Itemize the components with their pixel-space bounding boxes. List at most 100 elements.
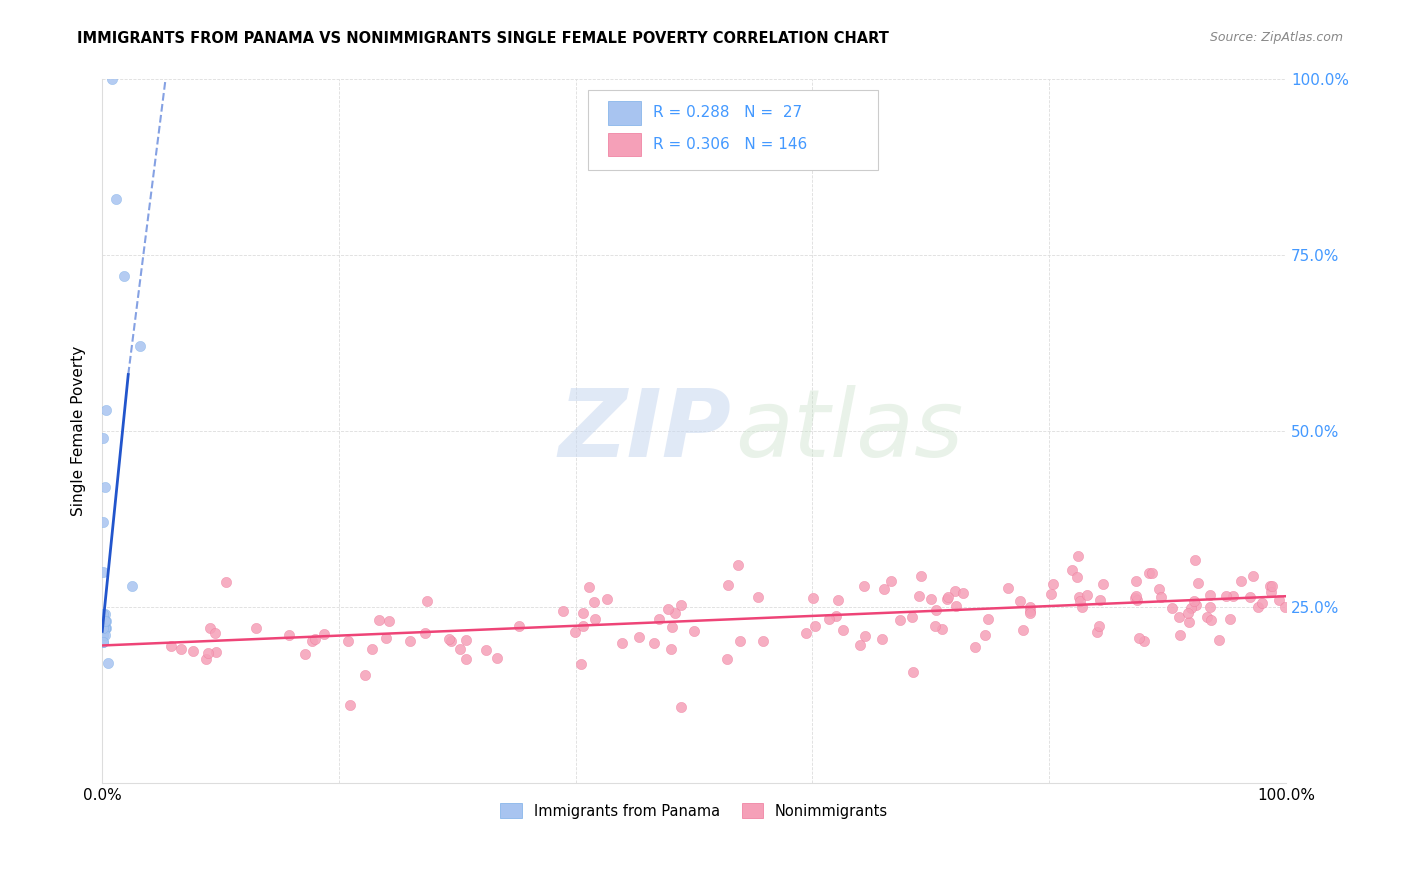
Point (1133, 634, 1156, 648)
Point (853, 629, 876, 643)
Point (277, 627, 299, 641)
Point (93, 621, 115, 635)
Point (664, 607, 686, 621)
Point (1071, 600, 1094, 615)
Point (1177, 607, 1199, 621)
Point (1260, 585, 1282, 599)
Point (1140, 566, 1163, 581)
Point (1274, 599, 1296, 614)
Point (952, 586, 974, 600)
Point (121, 579, 143, 593)
Point (337, 634, 360, 648)
Point (831, 623, 853, 637)
Point (827, 593, 849, 607)
Point (1184, 553, 1206, 567)
Point (1125, 590, 1147, 604)
Point (1060, 564, 1083, 578)
Point (1222, 589, 1244, 603)
FancyBboxPatch shape (607, 102, 641, 125)
Point (1137, 566, 1160, 580)
Point (93, 635, 115, 649)
Point (93, 607, 115, 621)
Point (1239, 591, 1261, 605)
Point (1008, 593, 1031, 607)
Point (1185, 598, 1208, 612)
Point (1180, 600, 1202, 615)
Point (1251, 596, 1274, 610)
Point (1128, 631, 1150, 645)
Point (752, 634, 775, 648)
Point (683, 624, 706, 639)
Point (628, 630, 651, 644)
Point (1150, 591, 1173, 605)
Point (1230, 574, 1253, 589)
Point (1198, 588, 1220, 602)
Text: R = 0.306   N = 146: R = 0.306 N = 146 (652, 137, 807, 152)
Point (361, 642, 384, 657)
Point (973, 628, 995, 642)
Point (97, 656, 120, 670)
Point (378, 614, 401, 628)
Point (657, 602, 679, 616)
FancyBboxPatch shape (588, 89, 877, 170)
Point (304, 632, 326, 647)
Point (375, 631, 398, 645)
Point (93, 480, 115, 494)
Point (456, 652, 478, 666)
Point (94, 402, 117, 417)
Point (1123, 591, 1146, 606)
FancyBboxPatch shape (607, 133, 641, 156)
Point (1076, 588, 1098, 602)
Text: R = 0.288   N =  27: R = 0.288 N = 27 (652, 105, 801, 120)
Point (204, 645, 226, 659)
Text: IMMIGRANTS FROM PANAMA VS NONIMMIGRANTS SINGLE FEMALE POVERTY CORRELATION CHART: IMMIGRANTS FROM PANAMA VS NONIMMIGRANTS … (77, 31, 889, 46)
Point (93, 607, 115, 621)
Point (889, 613, 911, 627)
Point (661, 620, 683, 634)
Point (301, 634, 323, 648)
Point (367, 613, 389, 627)
Point (1069, 593, 1091, 607)
Point (924, 619, 946, 633)
Point (1011, 623, 1033, 637)
Point (1167, 609, 1189, 624)
Point (200, 621, 222, 635)
Point (1090, 593, 1112, 607)
Point (1178, 615, 1201, 630)
Point (943, 584, 966, 599)
Point (93, 614, 115, 628)
Point (796, 625, 818, 640)
Point (910, 569, 932, 583)
Point (1208, 632, 1230, 647)
Point (901, 665, 924, 680)
Point (1195, 610, 1218, 624)
Point (204, 625, 226, 640)
Point (659, 642, 682, 657)
Point (1125, 574, 1147, 588)
Point (1092, 577, 1115, 591)
Point (1198, 600, 1220, 615)
Point (1067, 549, 1090, 563)
Point (1268, 593, 1291, 607)
Point (93, 565, 115, 579)
Point (824, 609, 846, 624)
Point (853, 579, 876, 593)
Point (1149, 582, 1171, 596)
Point (437, 632, 460, 646)
Point (416, 593, 439, 607)
Point (294, 648, 316, 662)
Point (160, 639, 183, 653)
Point (93, 628, 115, 642)
Point (643, 636, 665, 650)
Point (508, 619, 530, 633)
Point (93, 614, 115, 628)
Point (945, 599, 967, 614)
Legend: Immigrants from Panama, Nonimmigrants: Immigrants from Panama, Nonimmigrants (494, 797, 894, 825)
Point (578, 580, 600, 594)
Point (849, 638, 872, 652)
Point (908, 589, 931, 603)
Point (920, 592, 942, 607)
Point (129, 339, 152, 353)
Point (1246, 599, 1268, 614)
Point (717, 577, 740, 591)
